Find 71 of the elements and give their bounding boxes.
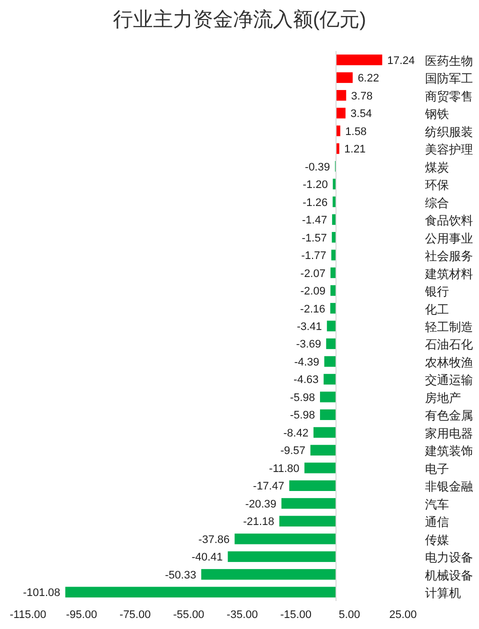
data-label: -5.98 (290, 392, 316, 404)
y-tick-label: 房地产 (425, 390, 461, 405)
data-label: -2.09 (300, 286, 326, 298)
data-label: -0.39 (304, 161, 330, 174)
y-tick-label: 综合 (425, 196, 449, 210)
y-tick-label: 建筑材料 (424, 266, 473, 281)
y-tick-label: 国防军工 (425, 72, 473, 86)
x-tick-label: -55.00 (173, 609, 204, 621)
y-tick-label: 建筑装饰 (424, 444, 473, 458)
data-label: 1.21 (344, 144, 366, 156)
data-label: -1.77 (301, 250, 326, 262)
data-label: -3.69 (296, 338, 322, 351)
y-tick-label: 汽车 (425, 497, 449, 512)
data-label: -50.33 (165, 569, 196, 582)
data-label: -1.57 (302, 232, 327, 244)
chart-title: 行业主力资金净流入额(亿元) (112, 8, 366, 31)
y-tick-label: 钢铁 (424, 107, 449, 122)
y-tick-label: 交通运输 (425, 373, 473, 388)
x-tick-label: 5.00 (338, 609, 360, 621)
data-label: -40.41 (192, 552, 223, 564)
data-label: -8.42 (283, 427, 308, 440)
y-tick-label: 食品饮料 (425, 214, 473, 228)
y-tick-label: 家用电器 (425, 426, 473, 440)
x-tick-label: -35.00 (226, 609, 258, 621)
y-tick-label: 银行 (424, 284, 449, 299)
y-tick-label: 非银金融 (425, 480, 473, 494)
y-tick-label: 公用事业 (425, 231, 473, 246)
y-tick-label: 纺织服装 (425, 124, 473, 139)
x-tick-label: -115.00 (10, 609, 46, 621)
data-label: -3.41 (296, 321, 322, 333)
y-tick-label: 环保 (425, 178, 449, 192)
data-label: -5.98 (290, 410, 316, 422)
x-tick-label: -95.00 (66, 609, 98, 621)
y-tick-label: 美容护理 (425, 142, 473, 157)
data-label: -1.47 (302, 214, 328, 227)
data-label: -1.20 (302, 179, 328, 192)
data-label: 17.24 (387, 54, 415, 67)
y-tick-label: 传媒 (425, 532, 449, 547)
data-label: -1.26 (302, 196, 328, 209)
y-tick-label: 电子 (425, 462, 449, 476)
data-label: -2.16 (300, 303, 326, 316)
data-label: -17.47 (253, 480, 284, 493)
y-tick-label: 有色金属 (425, 408, 473, 423)
y-tick-label: 通信 (425, 515, 449, 530)
y-tick-label: 农林牧渔 (425, 355, 473, 370)
y-tick-label: 社会服务 (425, 249, 473, 264)
y-tick-label: 轻工制造 (425, 320, 473, 334)
data-label: -11.80 (269, 462, 300, 475)
data-label: 3.78 (351, 90, 373, 102)
x-tick-label: -75.00 (120, 609, 151, 621)
x-tick-label: -15.00 (280, 609, 312, 621)
y-tick-label: 化工 (425, 302, 449, 316)
data-label: -9.57 (280, 445, 306, 458)
data-label: 1.58 (345, 126, 367, 138)
data-label: -21.18 (243, 516, 274, 528)
x-tick-label: 25.00 (389, 609, 417, 621)
y-tick-label: 医药生物 (425, 54, 473, 68)
y-tick-label: 煤炭 (425, 160, 449, 174)
data-label: -37.86 (198, 534, 230, 546)
data-label: 3.54 (350, 108, 372, 120)
data-label: -20.39 (245, 498, 276, 510)
y-tick-label: 石油石化 (425, 338, 473, 352)
y-tick-label: 商贸零售 (425, 89, 473, 104)
data-label: -4.63 (294, 374, 319, 386)
data-label: -101.08 (22, 587, 60, 600)
data-label: -2.07 (300, 268, 326, 280)
y-tick-label: 电力设备 (425, 550, 473, 565)
y-tick-label: 计算机 (425, 586, 461, 600)
data-label: -4.39 (294, 356, 320, 368)
y-tick-label: 机械设备 (425, 568, 473, 582)
data-label: 6.22 (358, 72, 380, 85)
